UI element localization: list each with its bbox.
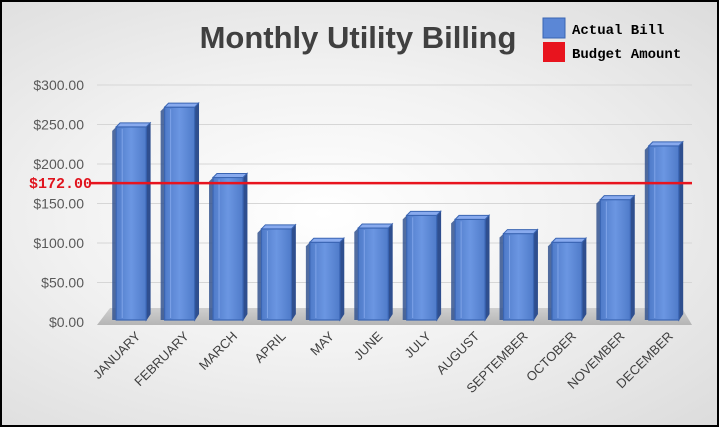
bar-november	[596, 194, 636, 322]
legend-swatch-budget-amount	[543, 42, 565, 62]
y-tick-label: $250.00	[33, 117, 84, 133]
bar-april	[257, 223, 297, 322]
y-tick-label: $150.00	[33, 196, 84, 212]
legend-swatch-actual-bill	[542, 17, 566, 39]
x-tick-label: JULY	[401, 328, 434, 361]
bar-october	[547, 237, 588, 322]
x-tick-label: AUGUST	[433, 328, 482, 377]
bar-august	[451, 214, 491, 322]
y-axis-ticks: $0.00 $50.00 $100.00 $150.00 $200.00 $250.00 $…	[33, 77, 84, 330]
legend: Actual Bill Budget Amount	[542, 17, 681, 63]
legend-label-actual-bill: Actual Bill	[572, 23, 664, 39]
bar-september	[499, 228, 539, 322]
y-tick-label: $100.00	[33, 235, 84, 251]
x-tick-label: MAY	[307, 328, 337, 358]
y-tick-label: $50.00	[41, 275, 84, 291]
chart-title: Monthly Utility Billing	[200, 20, 517, 55]
bar-december	[644, 140, 684, 322]
legend-label-budget-amount: Budget Amount	[572, 47, 681, 63]
budget-reference: $172.00	[29, 176, 692, 193]
budget-label: $172.00	[29, 176, 92, 193]
bar-july	[402, 210, 442, 322]
x-tick-label: APRIL	[251, 329, 288, 366]
bar-june	[354, 222, 394, 322]
x-tick-label: JUNE	[351, 328, 386, 363]
bars	[112, 101, 684, 322]
y-tick-label: $200.00	[33, 156, 84, 172]
bar-march	[209, 172, 249, 322]
y-tick-label: $0.00	[49, 314, 84, 330]
bar-january	[112, 121, 152, 322]
bar-may	[305, 237, 345, 322]
x-tick-label: MARCH	[196, 329, 240, 373]
y-tick-label: $300.00	[33, 77, 84, 93]
bar-february	[160, 101, 200, 322]
